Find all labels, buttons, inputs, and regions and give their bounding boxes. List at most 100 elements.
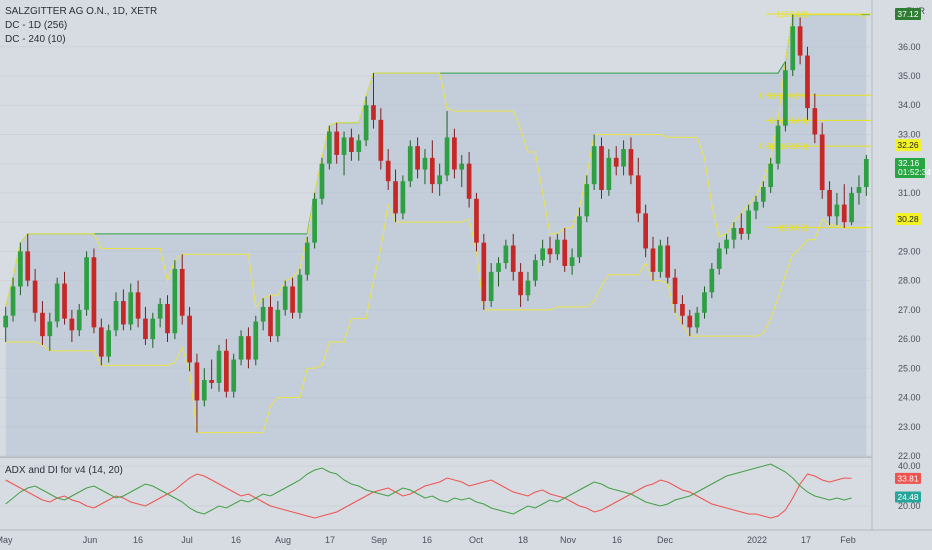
candle-body <box>62 283 67 319</box>
dc-256-label[interactable]: DC - 1D (256) <box>5 20 68 31</box>
dc-10-label[interactable]: DC - 240 (10) <box>5 34 66 45</box>
time-tick-label: Jul <box>181 535 193 545</box>
candle-body <box>157 304 163 319</box>
candle-body <box>216 350 222 383</box>
candle-body <box>621 149 626 167</box>
candle-body <box>599 146 604 190</box>
candle-body <box>312 198 317 243</box>
candle-body <box>400 181 406 214</box>
candle-body <box>290 286 295 313</box>
candle-body <box>650 248 656 272</box>
candle-body <box>503 245 509 264</box>
adx-indicator <box>0 463 872 519</box>
candle-body <box>98 327 104 357</box>
candle-body <box>415 146 420 170</box>
candle-body <box>150 318 156 340</box>
time-tick-label: Sep <box>371 535 387 545</box>
candle-body <box>224 350 229 392</box>
candle-body <box>194 362 200 401</box>
candle-body <box>121 301 126 325</box>
time-tick-label: Nov <box>560 535 577 545</box>
candle-body <box>304 242 310 275</box>
price-tick-label: 27.00 <box>898 305 921 315</box>
candle-body <box>334 131 340 155</box>
symbol-title[interactable]: SALZGITTER AG O.N., 1D, XETR <box>5 6 158 17</box>
price-tick-label: 24.00 <box>898 393 921 403</box>
price-tick-label: 31.00 <box>898 188 921 198</box>
adx-tick-label: 40.00 <box>898 461 921 471</box>
candle-body <box>371 105 376 120</box>
di-minus-badge-bg <box>895 472 921 484</box>
time-tick-label: May <box>0 535 13 545</box>
axes: 36.0035.0034.0033.0032.0031.0030.0029.00… <box>0 6 926 545</box>
time-tick-label: Jun <box>83 535 98 545</box>
fib-label: 1(37.12) <box>776 9 808 19</box>
high-price-badge: 37.12 <box>897 9 919 19</box>
candle-body <box>25 251 31 281</box>
last-price-bg <box>895 158 925 179</box>
price-tick-label: 36.00 <box>898 42 921 52</box>
candle-body <box>481 242 487 302</box>
candle-body <box>518 271 523 296</box>
candle-body <box>738 228 744 234</box>
candle-body <box>577 216 582 258</box>
candle-body <box>496 263 501 272</box>
candle-body <box>349 137 354 152</box>
candle-body <box>488 271 494 302</box>
candle-body <box>275 309 281 337</box>
dc-256-fill <box>5 14 867 456</box>
candle-body <box>532 260 538 281</box>
countdown-badge: 01:52:34 <box>898 167 931 177</box>
time-tick-label: 18 <box>518 535 528 545</box>
candle-body <box>341 137 347 155</box>
di-plus-badge-bg <box>895 491 921 503</box>
candle-body <box>783 70 788 126</box>
candle-body <box>385 160 391 182</box>
candle-body <box>834 204 840 217</box>
candle-body <box>356 140 362 152</box>
candle-body <box>3 315 9 328</box>
time-tick-label: Oct <box>469 535 484 545</box>
candle-body <box>393 181 398 214</box>
candle-body <box>326 131 332 164</box>
pane-separator <box>0 456 932 458</box>
dc-10-lower-line <box>5 202 867 434</box>
price-scale-background <box>872 0 932 550</box>
candle-body <box>768 163 774 188</box>
candle-body <box>753 201 759 211</box>
candle-body <box>47 321 53 337</box>
candle-body <box>179 268 185 316</box>
fib-label: 0.5(33.48) <box>769 115 808 125</box>
dc-10-upper-line <box>5 14 867 309</box>
candle-body <box>841 204 847 223</box>
time-tick-label: 17 <box>801 535 811 545</box>
candle-body <box>54 283 60 322</box>
candle-body <box>363 105 369 141</box>
candle-body <box>32 280 38 313</box>
candle-body <box>407 146 413 182</box>
candle-body <box>746 210 751 234</box>
di-plus-badge: 24.48 <box>897 492 919 502</box>
candle-body <box>76 309 82 331</box>
candle-body <box>128 292 134 325</box>
candle-body <box>510 245 516 272</box>
price-tick-label: 25.00 <box>898 363 921 373</box>
last-price-badge: 32.16 <box>898 158 920 168</box>
indicator-legend[interactable]: ADX and DI for v4 (14, 20) <box>5 465 123 476</box>
candle-body <box>635 175 641 214</box>
candle-body <box>282 286 288 310</box>
fib-price-badge-bg <box>895 139 921 152</box>
candle-body <box>863 159 869 188</box>
candle-body <box>613 157 619 167</box>
candle-body <box>672 277 678 304</box>
time-tick-label: 16 <box>133 535 143 545</box>
low-price-badge: 30.28 <box>897 214 919 224</box>
candle-body <box>246 336 251 360</box>
candle-body <box>665 245 671 278</box>
price-tick-label: 29.00 <box>898 246 921 256</box>
candle-body <box>91 257 97 328</box>
fib-label: 0(29.82) <box>776 222 808 232</box>
candle-body <box>238 336 244 360</box>
